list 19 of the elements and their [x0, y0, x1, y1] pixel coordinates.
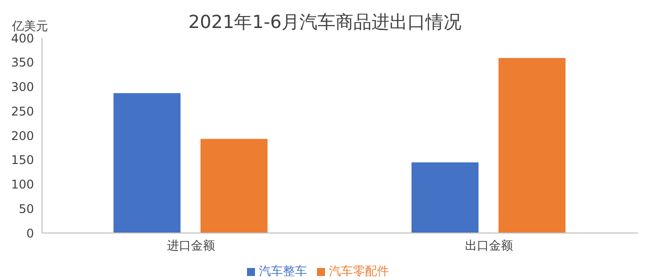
- chart-title: 2021年1-6月汽车商品进出口情况: [188, 12, 462, 33]
- bar: [200, 138, 268, 233]
- y-tick-label: 150: [11, 153, 34, 168]
- x-tick-label: 进口金额: [167, 238, 215, 253]
- y-axis-title: 亿美元: [12, 18, 48, 34]
- y-tick-label: 200: [11, 128, 34, 143]
- legend-label: 汽车整车: [259, 264, 307, 278]
- y-tick-label: 50: [18, 202, 34, 216]
- y-tick-label: 0: [26, 226, 34, 240]
- y-tick-label: 300: [11, 80, 34, 94]
- x-tick-label: 出口金额: [465, 238, 513, 253]
- y-tick-label: 100: [11, 178, 34, 192]
- bar: [412, 162, 479, 233]
- bar: [498, 58, 566, 233]
- y-tick-label: 400: [11, 31, 34, 46]
- y-tick-label: 250: [11, 104, 34, 118]
- bar: [114, 93, 181, 233]
- y-tick-label: 350: [11, 56, 34, 70]
- legend-label: 汽车零配件: [329, 264, 389, 278]
